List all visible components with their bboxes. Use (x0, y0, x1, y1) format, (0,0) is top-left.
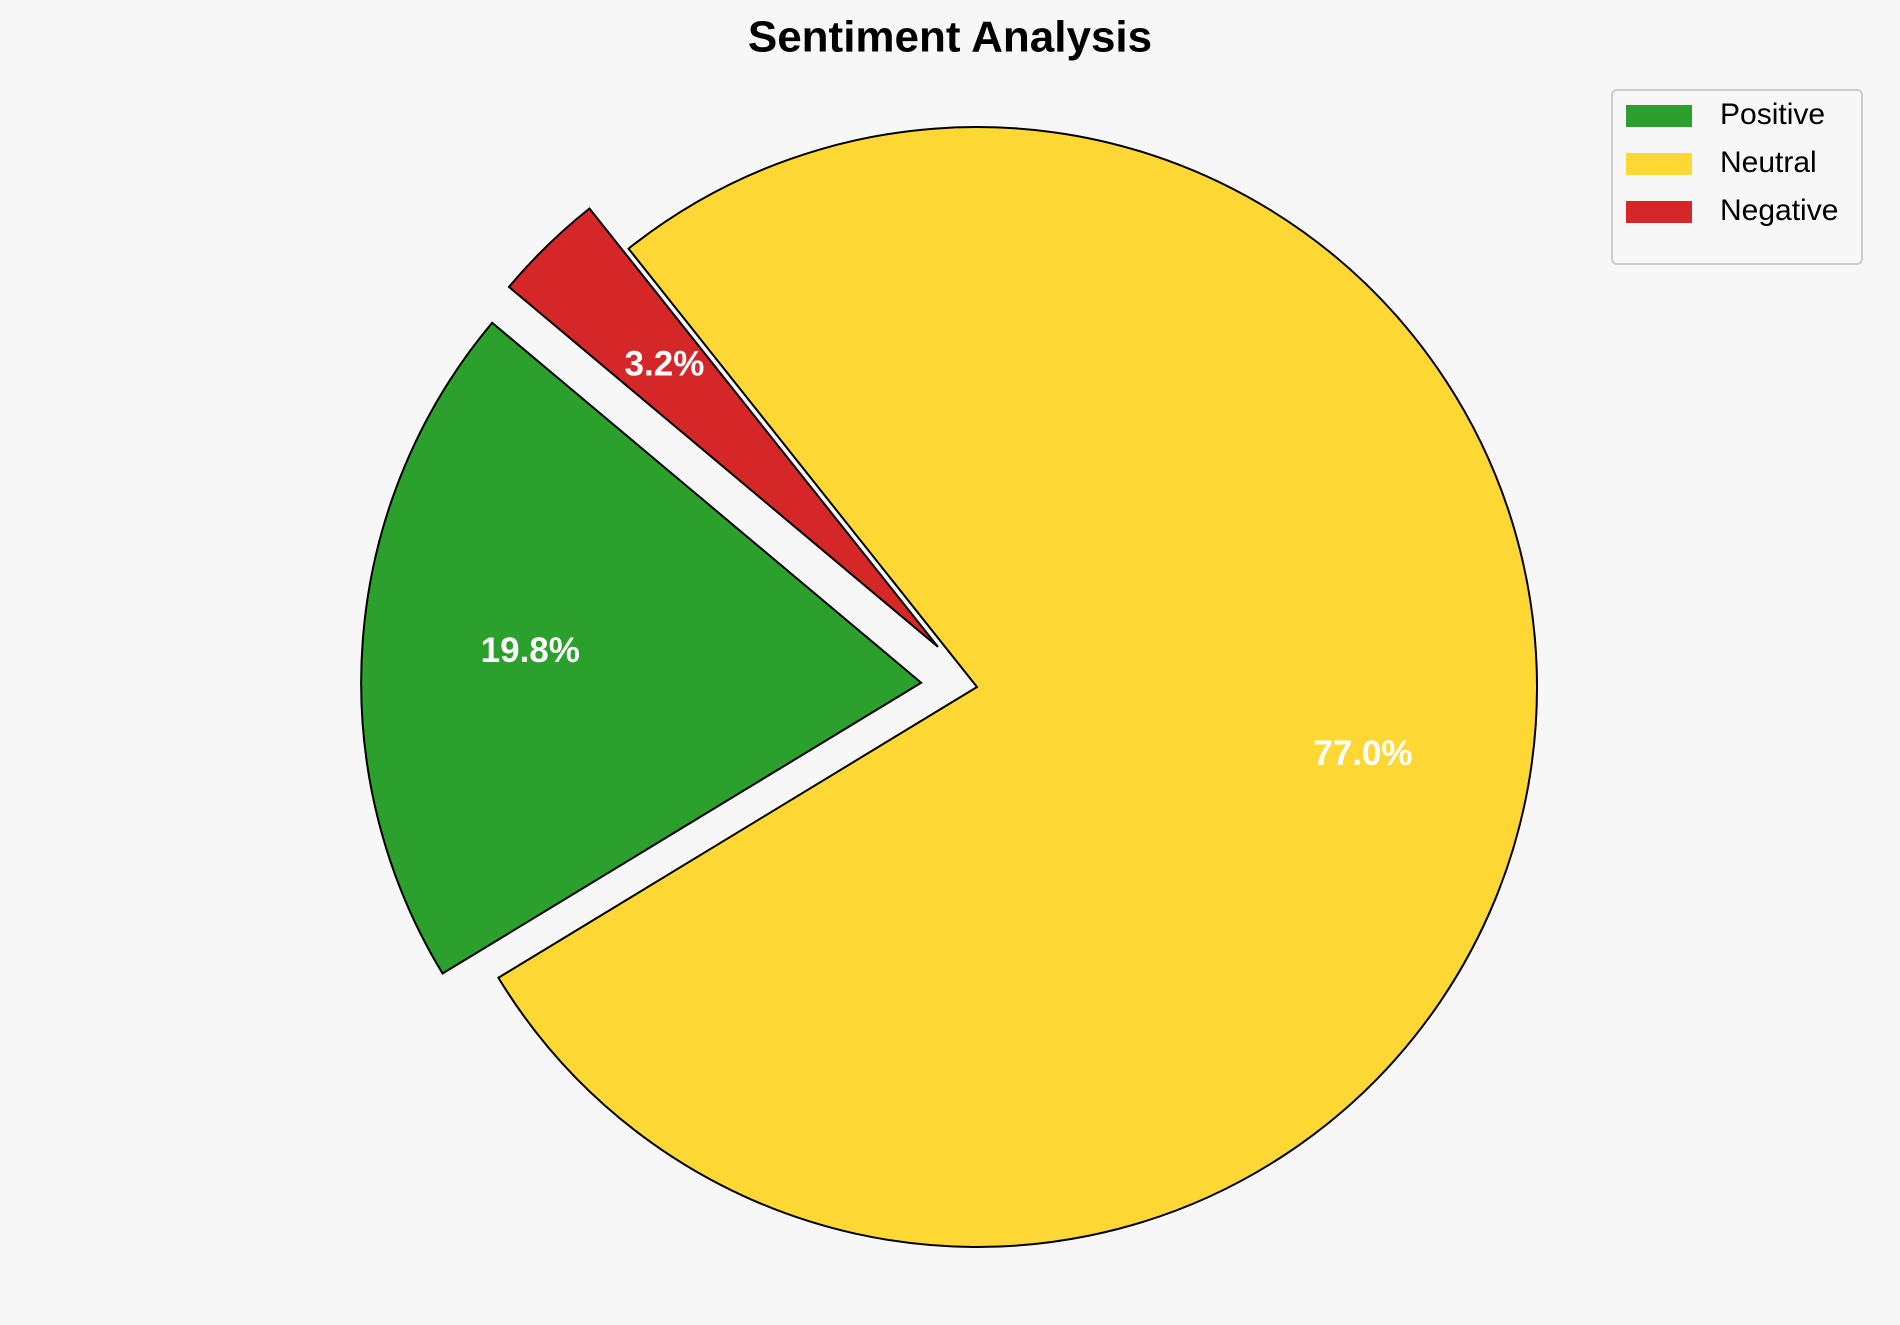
pie-slice (360, 321, 923, 975)
legend-swatch (1626, 105, 1692, 127)
legend-swatch (1626, 153, 1692, 175)
legend-label: Negative (1720, 194, 1838, 227)
legend-label: Neutral (1720, 146, 1817, 179)
value-label: 19.8% (481, 631, 580, 670)
chart-title: Sentiment Analysis (748, 13, 1152, 62)
legend-swatch (1626, 201, 1692, 223)
pie-slice (497, 126, 1538, 1248)
legend-label: Positive (1720, 98, 1825, 131)
value-label: 3.2% (625, 344, 705, 383)
pie-slice (507, 207, 939, 648)
value-label: 77.0% (1313, 734, 1412, 773)
